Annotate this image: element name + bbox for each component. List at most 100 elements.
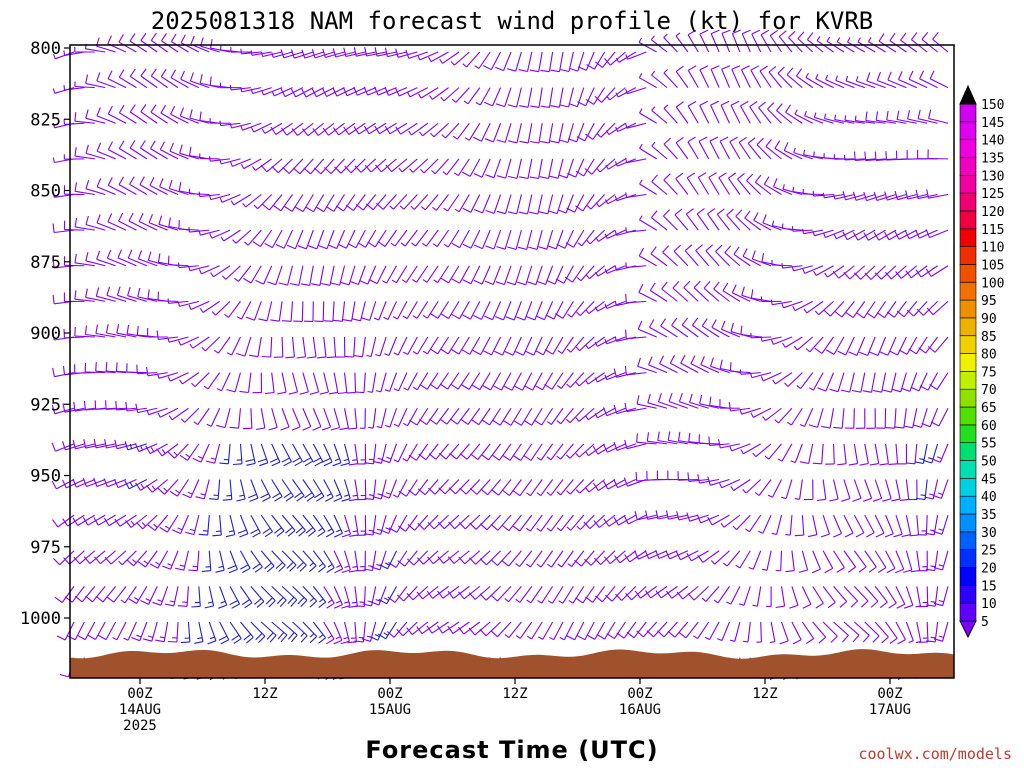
- wind-barb: [841, 479, 851, 502]
- wind-barb: [624, 550, 647, 563]
- wind-barb: [492, 407, 512, 426]
- wind-barb: [124, 479, 148, 490]
- wind-barb: [519, 87, 533, 108]
- wind-barb: [158, 215, 179, 231]
- wind-barb: [403, 336, 418, 355]
- wind-barb: [113, 478, 137, 489]
- wind-barb: [505, 301, 522, 321]
- wind-barb: [189, 109, 210, 124]
- wind-barb: [649, 319, 668, 338]
- wind-barb: [639, 179, 657, 195]
- wind-barb: [639, 108, 657, 124]
- wind-barb: [853, 550, 867, 573]
- wind-barb: [775, 550, 783, 572]
- colorbar-cell: [959, 175, 977, 194]
- wind-barb: [927, 336, 949, 353]
- wind-barb: [741, 29, 751, 53]
- wind-barb: [909, 515, 920, 537]
- wind-barb: [586, 621, 606, 640]
- wind-barb: [657, 393, 678, 409]
- wind-barb: [535, 336, 554, 356]
- wind-barb: [74, 290, 95, 302]
- wind-barb: [220, 229, 241, 242]
- wind-barb: [282, 158, 304, 174]
- wind-barb: [882, 479, 892, 502]
- wind-barb: [437, 514, 460, 530]
- wind-barb: [253, 194, 273, 210]
- wind-barb: [429, 407, 450, 425]
- wind-barb: [898, 336, 918, 355]
- wind-barb: [507, 87, 522, 108]
- wind-barb: [408, 479, 429, 496]
- y-tick-label: 800: [30, 39, 61, 59]
- wind-barb: [874, 265, 897, 280]
- wind-barb: [160, 68, 179, 89]
- wind-barb: [188, 550, 200, 572]
- wind-barb: [812, 443, 824, 465]
- colorbar-label: 50: [981, 455, 997, 470]
- wind-barb: [277, 372, 287, 395]
- wind-barb: [267, 265, 283, 286]
- wind-barb: [378, 586, 398, 605]
- wind-barb: [416, 585, 439, 600]
- wind-barb: [843, 514, 854, 538]
- wind-barb: [822, 586, 836, 609]
- wind-barb: [501, 479, 522, 496]
- wind-barb: [667, 621, 689, 638]
- wind-barb: [729, 136, 741, 160]
- wind-barb: [689, 393, 709, 409]
- wind-barb: [782, 336, 803, 348]
- wind-barb: [278, 265, 294, 286]
- wind-barb: [715, 244, 730, 267]
- wind-barb: [527, 265, 543, 286]
- wind-barb: [713, 586, 730, 604]
- wind-barb: [74, 586, 96, 603]
- wind-barb: [335, 194, 356, 212]
- wind-barb: [495, 51, 512, 72]
- wind-barb: [395, 122, 418, 135]
- wind-barb: [93, 514, 116, 526]
- colorbar-cell: [959, 424, 977, 443]
- wind-barb: [576, 122, 595, 142]
- wind-barb: [454, 194, 470, 213]
- wind-barb: [319, 372, 330, 395]
- colorbar-cell: [959, 549, 977, 568]
- wind-barb: [451, 265, 470, 284]
- wind-barb: [394, 87, 418, 97]
- wind-barb: [418, 87, 439, 99]
- colorbar-cell: [959, 192, 977, 212]
- wind-barb: [785, 515, 793, 536]
- wind-barb: [337, 372, 348, 395]
- wind-barb: [396, 621, 418, 637]
- wind-barb: [77, 621, 96, 641]
- wind-barb: [869, 336, 887, 357]
- wind-barb: [690, 355, 709, 374]
- colorbar-cell: [959, 371, 977, 390]
- wind-barb: [550, 51, 564, 73]
- wind-barb: [753, 212, 772, 231]
- wind-barb: [586, 51, 606, 70]
- wind-barb: [308, 229, 325, 250]
- wind-barb: [96, 72, 116, 89]
- wind-barb: [761, 550, 772, 571]
- wind-barb: [730, 479, 751, 491]
- wind-barb: [330, 265, 346, 286]
- wind-barb: [575, 158, 595, 177]
- wind-barb: [170, 69, 189, 89]
- wind-barb: [255, 408, 266, 431]
- wind-barb: [484, 301, 502, 321]
- wind-barb: [512, 479, 533, 497]
- wind-barb: [546, 265, 564, 285]
- wind-barb: [905, 621, 914, 644]
- wind-barb: [791, 621, 802, 645]
- wind-barb: [427, 550, 449, 565]
- wind-barb: [574, 550, 595, 567]
- wind-barb: [756, 137, 772, 160]
- wind-barb: [302, 550, 317, 573]
- wind-barb: [273, 336, 284, 358]
- wind-barb: [823, 301, 845, 317]
- wind-barb: [781, 479, 793, 500]
- wind-barb: [116, 286, 137, 302]
- wind-barb: [556, 479, 574, 496]
- wind-barb: [866, 408, 876, 429]
